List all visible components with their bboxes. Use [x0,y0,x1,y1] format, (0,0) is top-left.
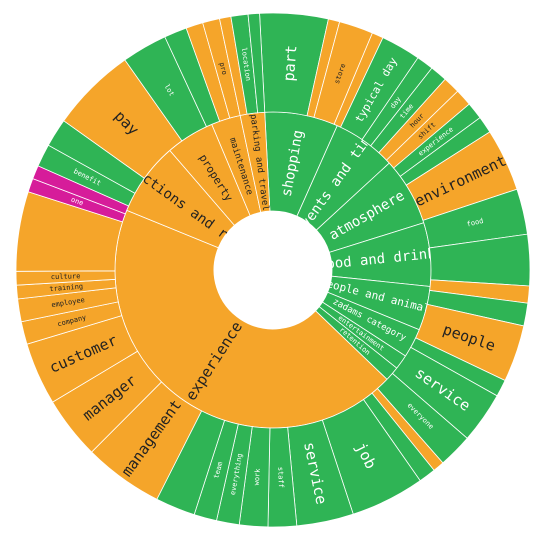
center-hole [214,211,332,329]
outer-segment-segment-48[interactable] [247,12,266,114]
